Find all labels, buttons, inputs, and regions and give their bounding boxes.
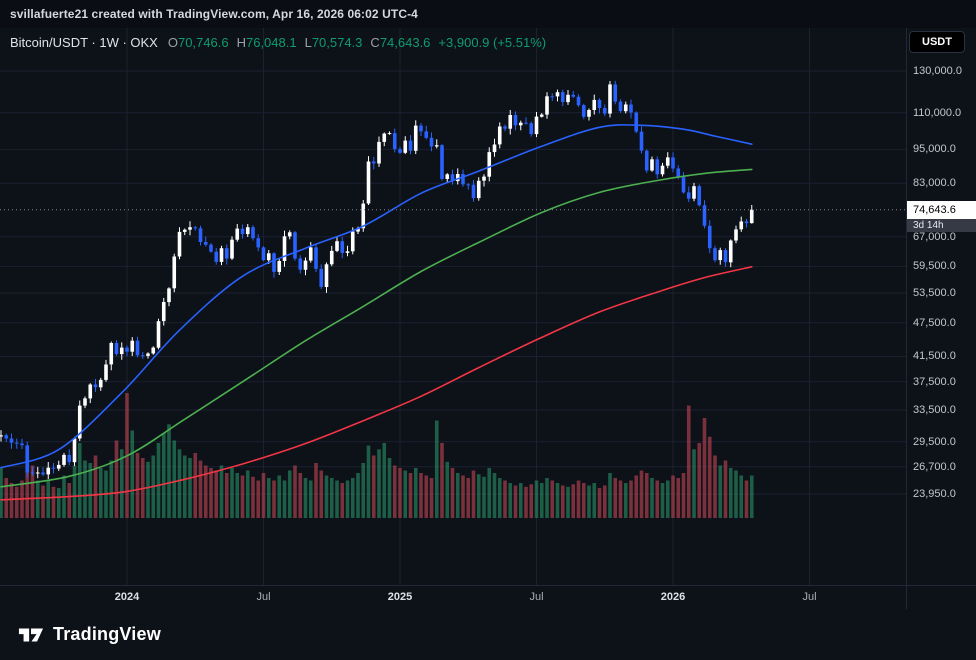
time-axis-label[interactable]: 2024: [114, 591, 140, 603]
ma-slow-line: [0, 266, 753, 501]
price-tick-label: 47,500.0: [913, 316, 956, 329]
price-tick-label: 33,500.0: [913, 404, 956, 417]
last-price-label: 74,643.6: [907, 200, 976, 219]
chart-pane[interactable]: Bitcoin/USDT · 1W · OKX O70,746.6 H76,04…: [0, 28, 906, 585]
change-text: +3,900.9 (+5.51%): [438, 35, 547, 50]
ma-fast-line: [0, 124, 753, 469]
countdown-label: 3d 14h: [907, 218, 976, 232]
time-axis-label[interactable]: 2026: [660, 591, 686, 603]
price-tick-label: 37,500.0: [913, 375, 956, 388]
time-scale[interactable]: 2024 Jul 2025 Jul 2026 Jul: [0, 585, 976, 609]
price-tick-label: 26,700.0: [913, 460, 956, 473]
price-scale[interactable]: USDT 74,643.6 3d 14h 130,000.0 110,000.0 9…: [906, 28, 976, 585]
price-tick-label: 29,500.0: [913, 435, 956, 448]
price-tick-label: 53,500.0: [913, 286, 956, 299]
price-tick-label: 59,500.0: [913, 260, 956, 273]
footer-brand-bar: TradingView: [0, 609, 976, 660]
price-tick-label: 130,000.0: [913, 64, 962, 77]
time-axis-label[interactable]: Jul: [802, 591, 817, 603]
price-axis-separator: [906, 28, 907, 609]
time-axis-label[interactable]: Jul: [529, 591, 544, 603]
series-title: Bitcoin/USDT · 1W · OKX: [10, 35, 158, 50]
tradingview-brand-text[interactable]: TradingView: [53, 624, 161, 644]
ma-mid-line: [0, 168, 753, 488]
price-tick-label: 67,000.0: [913, 230, 956, 243]
price-tick-label: 110,000.0: [913, 106, 962, 119]
ohlc-open: O70,746.6: [167, 35, 229, 50]
price-tick-label: 41,500.0: [913, 350, 956, 363]
price-tick-label: 83,000.0: [913, 177, 956, 190]
candles: [0, 80, 754, 480]
time-axis-label[interactable]: 2025: [387, 591, 413, 603]
attribution-bar: svillafuerte21 created with TradingView.…: [0, 0, 976, 28]
price-tick-label: 95,000.0: [913, 143, 956, 156]
tradingview-logo-icon[interactable]: [18, 622, 44, 648]
currency-toggle-button[interactable]: USDT: [909, 31, 965, 53]
time-axis-label[interactable]: Jul: [256, 591, 271, 603]
ohlc-close: C74,643.6: [370, 35, 431, 50]
price-tick-label: 23,950.0: [913, 487, 956, 500]
ohlc-high: H76,048.1: [236, 35, 297, 50]
volume-bars: [0, 393, 754, 519]
symbol-legend: Bitcoin/USDT · 1W · OKX O70,746.6 H76,04…: [10, 35, 546, 50]
price-chart[interactable]: [0, 28, 906, 585]
attribution-text: svillafuerte21 created with TradingView.…: [10, 7, 418, 21]
ohlc-low: L70,574.3: [304, 35, 363, 50]
